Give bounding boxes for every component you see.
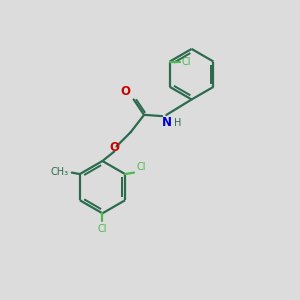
- Text: Cl: Cl: [98, 224, 107, 234]
- Text: Cl: Cl: [136, 162, 146, 172]
- Text: O: O: [109, 141, 119, 154]
- Text: CH₃: CH₃: [51, 167, 69, 177]
- Text: O: O: [120, 85, 130, 98]
- Text: N: N: [162, 116, 172, 128]
- Text: Cl: Cl: [182, 57, 191, 67]
- Text: H: H: [174, 118, 181, 128]
